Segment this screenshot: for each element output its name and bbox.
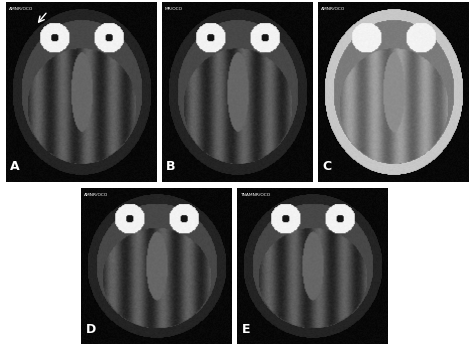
Text: B: B <box>166 160 176 173</box>
Text: AMNR/OCO: AMNR/OCO <box>9 8 33 11</box>
Text: C: C <box>322 160 331 173</box>
Text: AMNR/OCO: AMNR/OCO <box>84 193 109 197</box>
Text: E: E <box>242 323 250 336</box>
Text: MR/OCO: MR/OCO <box>165 8 183 11</box>
Text: AMNR/OCO: AMNR/OCO <box>321 8 345 11</box>
Text: D: D <box>86 323 96 336</box>
Text: TNAMNR/OCO: TNAMNR/OCO <box>240 193 270 197</box>
Text: A: A <box>10 160 20 173</box>
